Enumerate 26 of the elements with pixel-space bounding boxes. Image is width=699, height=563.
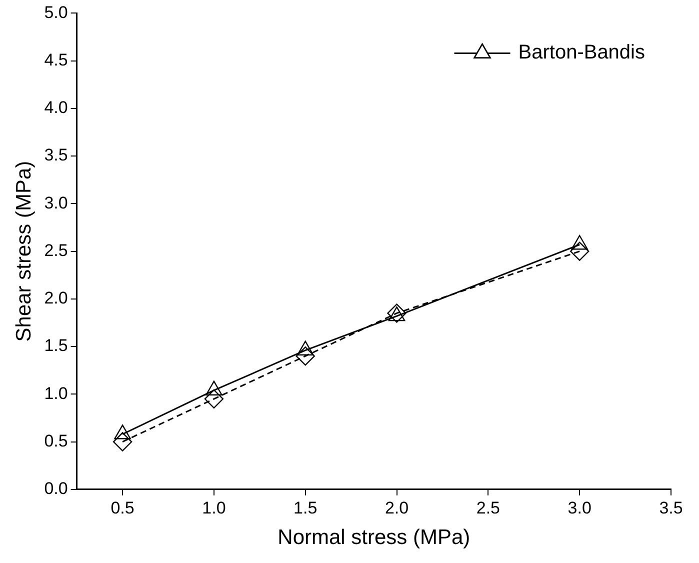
point (571, 235, 588, 250)
y-tick-label: 3.5 (44, 146, 68, 165)
point (296, 346, 315, 366)
x-tick-label: 3.0 (568, 498, 592, 518)
legend-label: Barton-Bandis (518, 42, 646, 64)
y-tick-label: 2.5 (44, 240, 68, 260)
x-tick-label: 3.5 (659, 498, 683, 518)
y-tick-label: 5.0 (44, 2, 68, 22)
y-tick-label: 0.0 (44, 479, 68, 498)
y-tick-label: 4.5 (44, 50, 68, 70)
y-axis-title: Shear stress (MPa) (12, 160, 36, 342)
y-tick-label: 2.0 (44, 288, 68, 308)
y-tick-label: 4.0 (44, 98, 68, 118)
y-tick-label: 1.0 (44, 384, 68, 403)
x-tick-label: 0.5 (110, 498, 134, 518)
point (296, 340, 314, 356)
y-tick-label: 0.5 (44, 431, 68, 450)
point (204, 389, 224, 409)
x-axis-title: Normal stress (MPa) (278, 526, 470, 550)
y-tick-label: 3.0 (44, 193, 68, 212)
point (112, 432, 132, 452)
x-tick-label: 1.5 (294, 498, 318, 518)
y-tick-label: 1.5 (44, 336, 68, 356)
x-tick-label: 1.0 (202, 498, 226, 518)
x-tick-label: 2.5 (476, 498, 500, 518)
x-tick-label: 2.0 (384, 498, 409, 518)
